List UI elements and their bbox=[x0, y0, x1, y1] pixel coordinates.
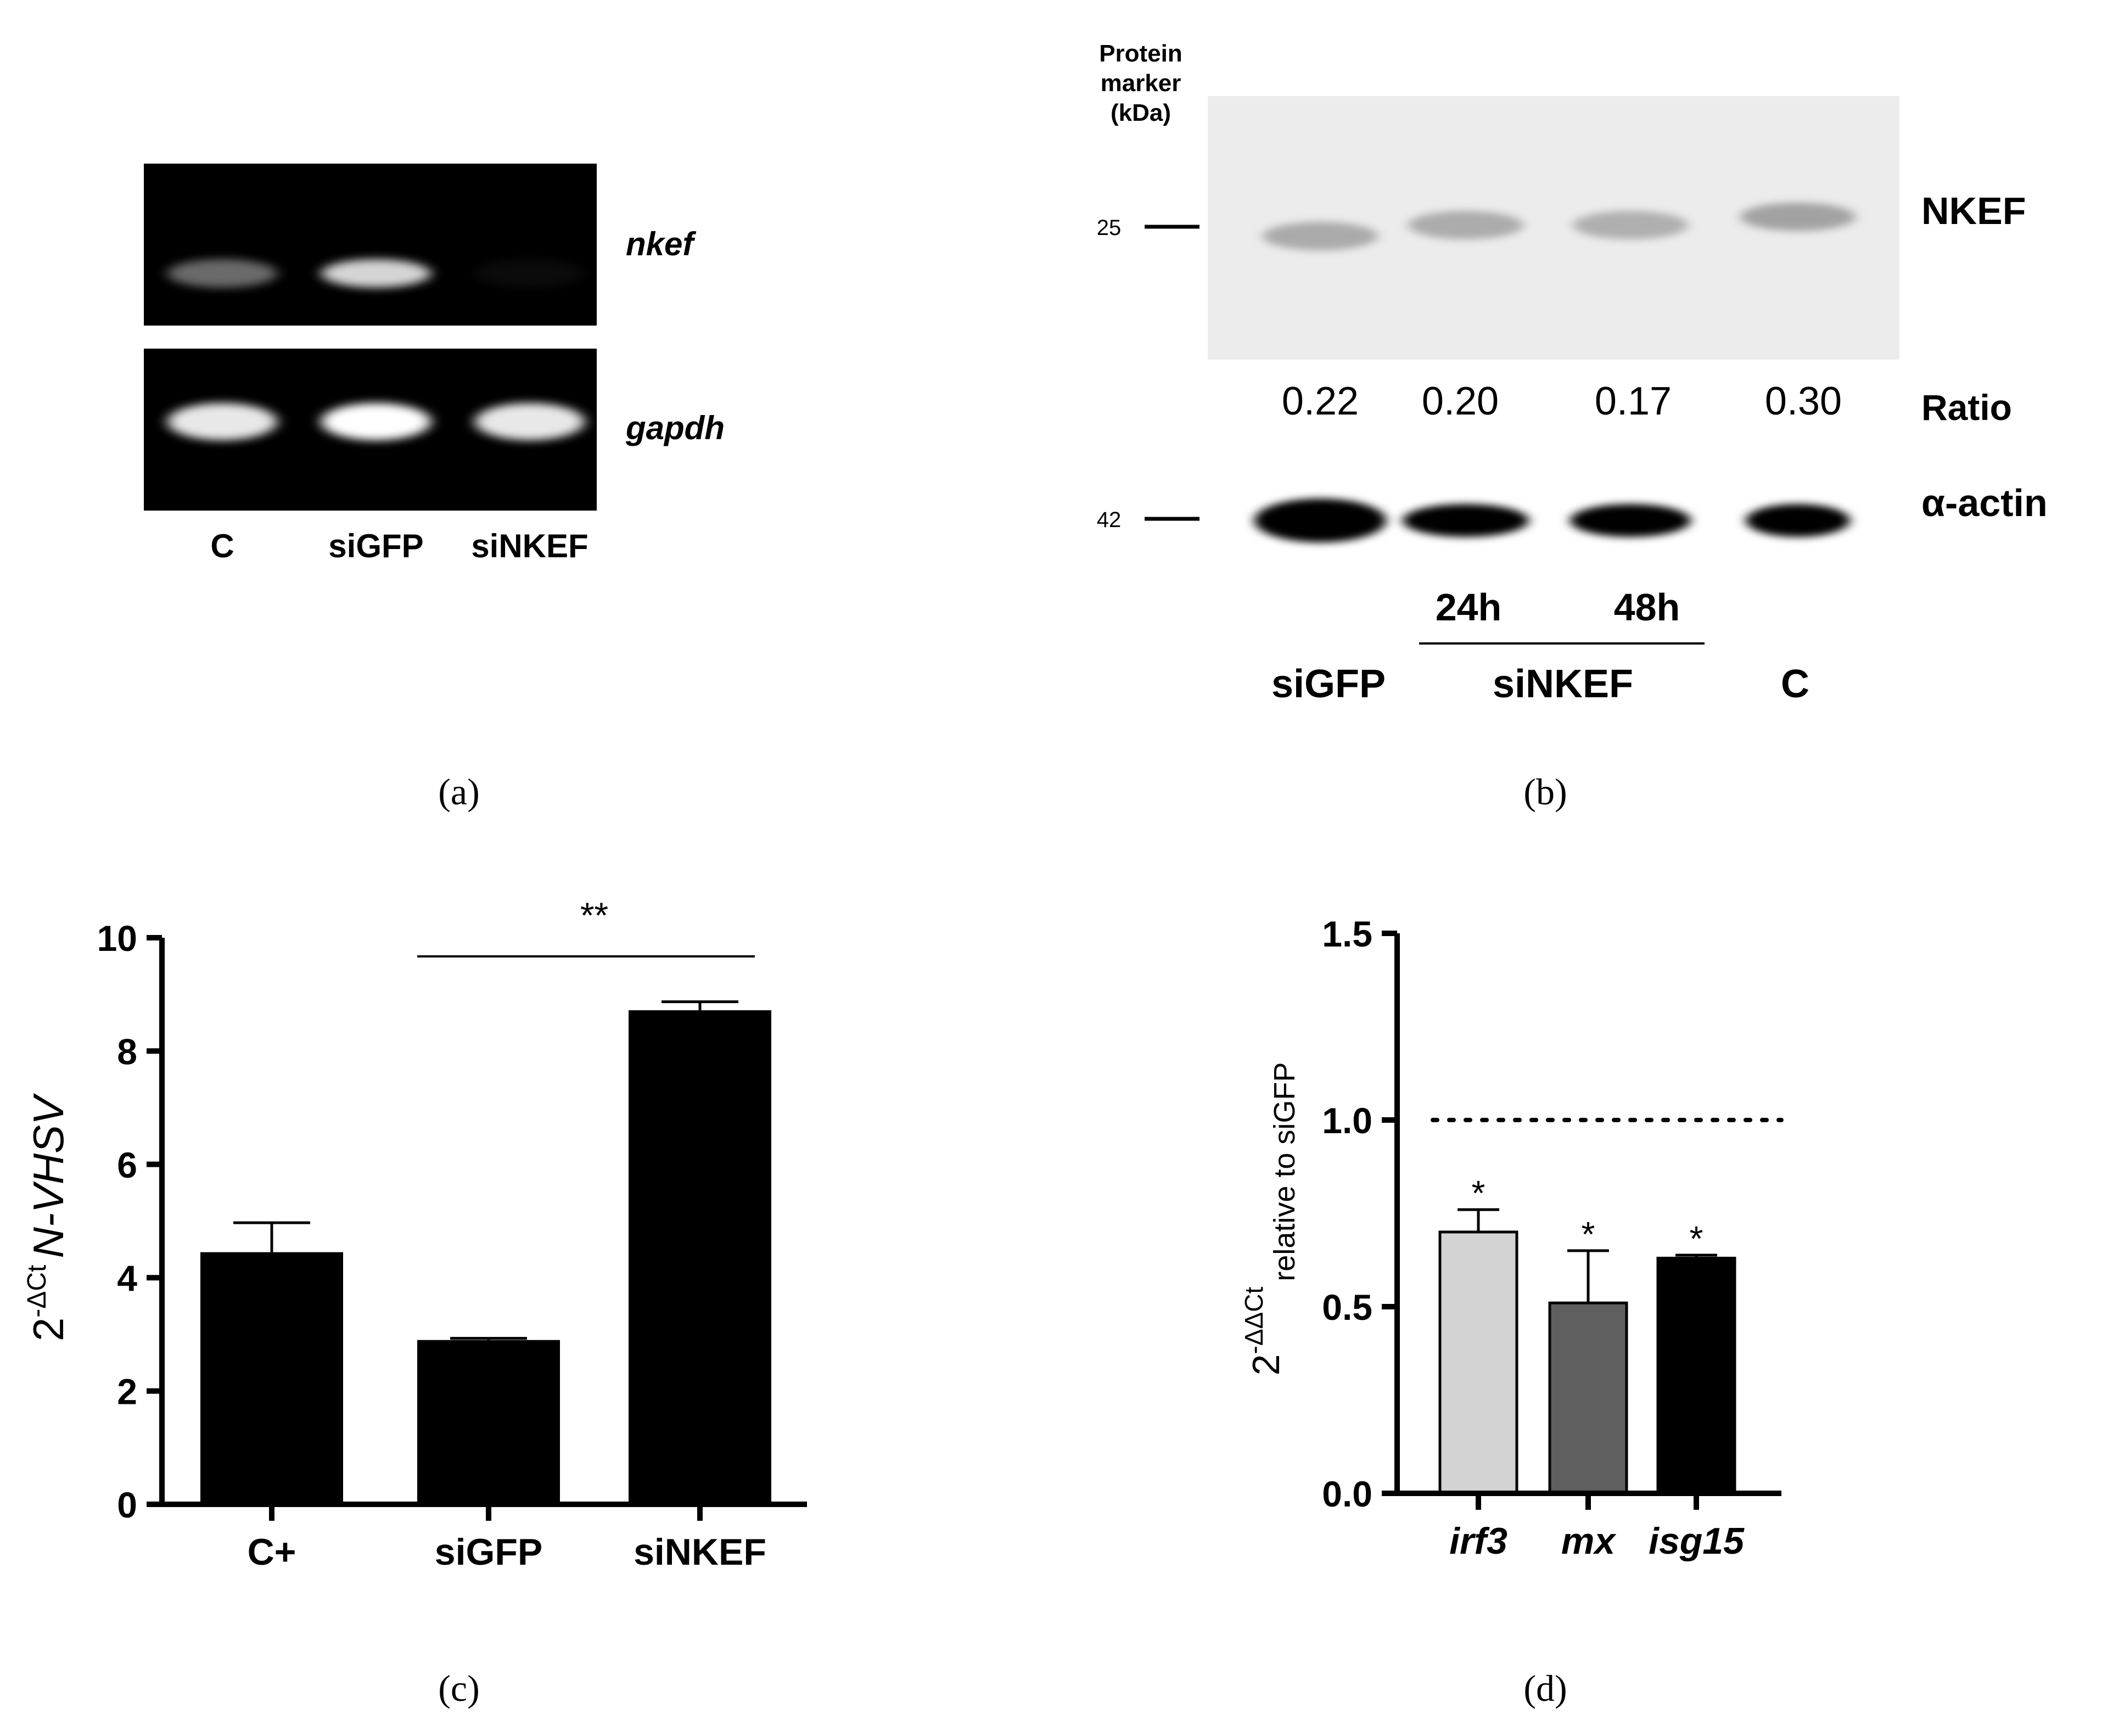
d-ytick-label-0.0: 0.0 bbox=[1322, 1474, 1372, 1514]
c-xtick-label-2: siGFP bbox=[435, 1531, 543, 1573]
panel-letter-d: (d) bbox=[1523, 1667, 1567, 1709]
c-x-axis-labels: C+ siGFP siNKEF bbox=[248, 1504, 766, 1573]
ratio-value-1: 0.22 bbox=[1282, 379, 1359, 423]
ratio-label: Ratio bbox=[1921, 387, 2012, 428]
d-y-axis-ticks: 0.0 0.5 1.0 1.5 bbox=[1322, 914, 1397, 1514]
c-significance: ** bbox=[417, 895, 755, 957]
gel-band-nkef-sinkef bbox=[475, 259, 585, 288]
marker-value-42: 42 bbox=[1097, 508, 1122, 532]
d-x-axis-labels: irf3 mx isg15 bbox=[1449, 1493, 1745, 1562]
marker-value-25: 25 bbox=[1097, 216, 1122, 240]
c-ytick-label-6: 6 bbox=[117, 1145, 137, 1185]
c-significance-label: ** bbox=[580, 895, 608, 936]
c-y-axis-ticks: 0 2 4 6 8 10 bbox=[97, 918, 162, 1525]
gel-band-gapdh-c bbox=[167, 403, 277, 440]
d-bar-isg15 bbox=[1656, 1257, 1736, 1495]
gel-row-label-nkef: nkef bbox=[626, 226, 696, 262]
ratio-value-3: 0.17 bbox=[1595, 379, 1672, 423]
c-ytick-label-0: 0 bbox=[117, 1485, 137, 1525]
time-label-48h: 48h bbox=[1614, 586, 1680, 629]
d-bar-mx bbox=[1548, 1301, 1628, 1495]
panel-b-blot: Protein marker (kDa) 25 NKEF 0.22 0.20 0… bbox=[1097, 40, 2048, 706]
panel-letter-b: (b) bbox=[1523, 771, 1567, 813]
d-bars: * * * bbox=[1438, 1173, 1736, 1495]
d-xtick-label-isg15: isg15 bbox=[1649, 1520, 1745, 1562]
gel-nkef-background bbox=[144, 164, 597, 326]
panel-d-bar-chart: 0.0 0.5 1.0 1.5 * * * irf3 mx isg15 2-ΔΔCtrelat… bbox=[1240, 914, 1784, 1562]
group-label-sigfp: siGFP bbox=[1271, 662, 1386, 706]
ratio-value-2: 0.20 bbox=[1422, 379, 1499, 423]
c-bar-sigfp bbox=[417, 1340, 560, 1504]
actin-band-lane-1 bbox=[1254, 499, 1386, 542]
nkef-band-lane-1 bbox=[1263, 222, 1378, 250]
actin-bands bbox=[1254, 499, 1850, 542]
d-ytick-label-1.0: 1.0 bbox=[1322, 1100, 1372, 1141]
c-ytick-label-8: 8 bbox=[117, 1031, 137, 1072]
actin-band-lane-4 bbox=[1746, 504, 1850, 537]
c-bar-sinkef bbox=[629, 1010, 771, 1504]
c-ytick-label-2: 2 bbox=[117, 1371, 137, 1412]
gel-row-label-gapdh: gapdh bbox=[625, 410, 725, 446]
c-ytick-label-10: 10 bbox=[97, 918, 137, 959]
c-ytick-label-4: 4 bbox=[117, 1258, 137, 1298]
actin-band-lane-2 bbox=[1403, 504, 1529, 537]
nkef-band-lane-4 bbox=[1740, 203, 1856, 231]
d-ylabel-sub: relative to siGFP bbox=[1268, 1062, 1301, 1281]
d-xtick-label-mx: mx bbox=[1561, 1520, 1617, 1562]
d-star-irf3: * bbox=[1472, 1173, 1486, 1213]
c-ylabel-gene: N-VHSV bbox=[24, 1093, 72, 1258]
d-ytick-label-0.5: 0.5 bbox=[1322, 1287, 1372, 1328]
nkef-band-lane-2 bbox=[1408, 211, 1523, 239]
gel-band-gapdh-sinkef bbox=[475, 403, 585, 440]
group-label-c: C bbox=[1781, 662, 1809, 706]
d-star-isg15: * bbox=[1690, 1219, 1703, 1258]
gel-band-nkef-c bbox=[167, 259, 277, 288]
gel-lane-label-c: C bbox=[210, 528, 234, 564]
marker-header-line-2: marker bbox=[1101, 70, 1181, 97]
panel-letter-c: (c) bbox=[438, 1667, 479, 1709]
c-ylabel-exp: -ΔCt bbox=[23, 1265, 52, 1318]
nkef-bands bbox=[1263, 203, 1856, 250]
gel-band-gapdh-sigfp bbox=[321, 403, 431, 440]
protein-label-nkef: NKEF bbox=[1921, 189, 2026, 232]
c-xtick-label-3: siNKEF bbox=[634, 1531, 766, 1573]
c-bars bbox=[200, 1000, 771, 1504]
c-y-axis-label: 2-ΔCt N-VHSV bbox=[23, 1093, 72, 1341]
d-ytick-label-1.5: 1.5 bbox=[1322, 914, 1372, 954]
nkef-band-lane-3 bbox=[1573, 211, 1688, 239]
marker-header-line-3: (kDa) bbox=[1111, 99, 1171, 126]
time-label-24h: 24h bbox=[1436, 586, 1502, 629]
gel-lane-label-sigfp: siGFP bbox=[328, 528, 423, 564]
d-star-mx: * bbox=[1582, 1214, 1595, 1254]
marker-header-line-1: Protein bbox=[1099, 40, 1182, 67]
actin-band-lane-3 bbox=[1570, 504, 1691, 537]
c-bar-cplus bbox=[200, 1252, 343, 1504]
gel-band-nkef-sigfp bbox=[321, 259, 431, 288]
panel-a-gel: nkef gapdh C siGFP siNKEF bbox=[144, 164, 725, 564]
d-bar-irf3 bbox=[1438, 1230, 1518, 1495]
d-y-axis-label: 2-ΔΔCtrelative to siGFP bbox=[1240, 1062, 1301, 1376]
d-xtick-label-irf3: irf3 bbox=[1449, 1520, 1507, 1562]
d-ylabel-base: 2 bbox=[1245, 1354, 1287, 1375]
protein-label-alpha-actin: α-actin bbox=[1921, 481, 2048, 524]
gel-bands bbox=[167, 259, 585, 440]
gel-lane-label-sinkef: siNKEF bbox=[471, 528, 588, 564]
c-ylabel-base: 2 bbox=[24, 1318, 72, 1341]
c-xtick-label-1: C+ bbox=[248, 1531, 296, 1573]
panel-letter-a: (a) bbox=[438, 771, 479, 813]
ratio-value-4: 0.30 bbox=[1765, 379, 1842, 423]
d-ylabel-exp: -ΔΔCt bbox=[1240, 1286, 1268, 1354]
group-label-sinkef: siNKEF bbox=[1493, 662, 1633, 706]
